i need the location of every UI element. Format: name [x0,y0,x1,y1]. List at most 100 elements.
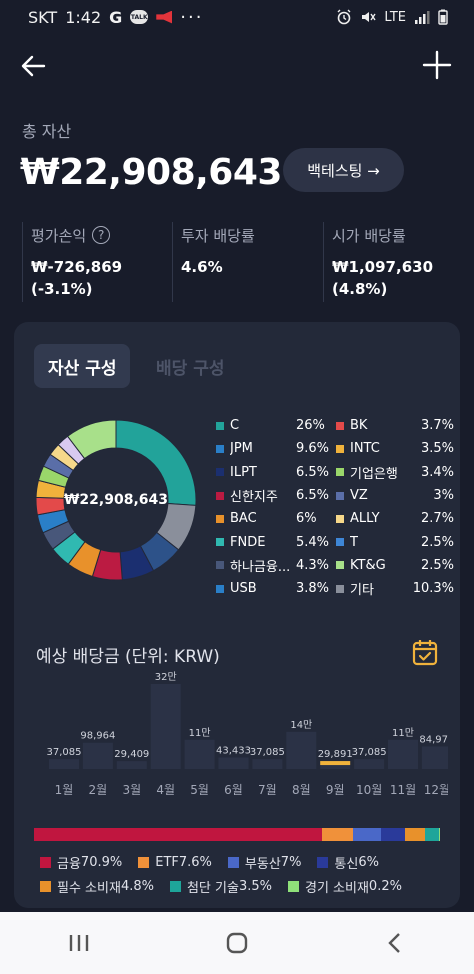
legend-pct: 2.5% [420,557,454,573]
bar-4[interactable] [184,739,215,769]
mix-name: 첨단 기술 [186,880,239,896]
add-icon[interactable] [420,48,454,82]
legend-swatch [216,538,224,547]
bar-0[interactable] [49,759,79,769]
mix-pct: 7% [280,854,302,870]
legend-pct: 3% [433,488,454,504]
mix-pct: 7.6% [178,854,212,870]
bar-category-label: 12월 [424,783,448,797]
mix-swatch [317,856,329,868]
mix-segment-6 [439,828,440,841]
legend-pct: 6.5% [296,464,330,480]
stat-value: ₩-726,869 (-3.1%) [31,256,172,300]
legend-name: INTC [350,441,380,457]
bar-data-label: 37,085 [47,747,82,758]
bar-data-label: 29,891 [318,749,353,760]
google-icon: G [109,7,123,27]
mute-icon [362,12,376,22]
tab-asset-composition[interactable]: 자산 구성 [34,344,131,388]
stat-label-wrap: 투자 배당률 [181,222,322,248]
bar-7[interactable] [286,731,317,769]
stat-value: 4.6% [181,256,322,278]
legend-name: USB [230,581,257,597]
legend-name: T [350,534,358,550]
tab-dividend-composition[interactable]: 배당 구성 [156,358,225,379]
legend-item: BAC 6% [216,507,334,530]
legend-pct: 6% [296,511,317,527]
legend-swatch [216,421,224,430]
legend-pct: 10.3% [412,581,454,597]
bar-6[interactable] [252,759,283,769]
legend-pct: 2.7% [420,511,454,527]
legend-pct: 3.5% [420,441,454,457]
megaphone-icon [156,10,173,24]
mix-swatch [40,880,51,892]
legend-name: 기타 [350,583,374,599]
legend-item: BK 3.7% [336,414,454,437]
bar-category-label: 6월 [224,783,243,797]
legend-item: 기타 10.3% [336,577,454,600]
bar-1[interactable] [82,742,113,769]
donut-slice-0 [115,419,197,506]
legend-swatch [336,584,344,593]
legend-pct: 2.5% [420,534,454,550]
legend-pct: 3.7% [420,418,454,434]
legend-column-2: BK 3.7% INTC 3.5% 기업은행 3.4% VZ 3% ALLY 2.7% T 2.5% K… [336,414,454,600]
legend-pct: 3.8% [296,581,330,597]
back-arrow-icon[interactable] [18,50,50,82]
help-icon[interactable]: ? [92,226,111,244]
bar-category-label: 11월 [390,783,416,797]
legend-item: 기업은행 3.4% [336,461,454,484]
mix-swatch [138,856,150,868]
total-assets-label: 총 자산 [22,122,72,141]
bar-data-label: 98,964 [80,731,115,742]
legend-item: ILPT 6.5% [216,461,334,484]
legend-column-1: C 26% JPM 9.6% ILPT 6.5% 신한지주 6.5% BAC 6% FNDE 5.4%… [216,414,334,600]
recent-apps-button[interactable] [49,923,109,963]
legend-name: ILPT [230,464,257,480]
legend-swatch [216,444,224,453]
backtest-button[interactable]: 백테스팅 → [283,148,404,192]
bar-5[interactable] [218,757,249,769]
legend-item: INTC 3.5% [336,437,454,460]
home-icon [226,932,248,954]
legend-swatch [336,538,344,547]
bar-category-label: 2월 [89,783,108,797]
bar-10[interactable] [388,739,418,769]
mix-pct: 0.2% [368,878,402,894]
bar-data-label: 11만 [392,727,414,739]
stat-value: ₩1,097,630 (4.8%) [332,256,473,300]
bar-data-label: 32만 [155,671,177,683]
stat-label-wrap: 평가손익 ? [31,222,172,248]
mix-name: 통신 [334,856,359,872]
stat-label-wrap: 시가 배당률 [332,222,473,248]
bar-11[interactable] [421,746,448,769]
mix-segment-0 [34,828,322,841]
sector-mix-bar [34,828,440,841]
bar-3[interactable] [150,684,181,769]
mix-swatch [169,880,181,892]
bar-2[interactable] [116,761,147,769]
bar-data-label: 29,409 [114,749,149,760]
legend-swatch [336,468,344,477]
legend-name: BK [350,418,368,434]
calendar-icon[interactable] [412,638,438,666]
home-button[interactable] [207,923,267,963]
nav-back-button[interactable] [365,923,425,963]
kakaotalk-icon: TALK [130,10,149,24]
bar-category-label: 10월 [356,783,382,797]
status-right: LTE [336,9,448,25]
legend-item: 하나금융... 4.3% [216,554,334,577]
bar-data-label: 43,433 [216,745,251,756]
legend-name: 하나금융... [230,559,291,575]
bar-9[interactable] [354,759,385,769]
legend-swatch [336,561,344,570]
stat-value-main: ₩1,097,630 [332,258,434,276]
mix-name: 경기 소비재 [304,880,369,896]
legend-item: 신한지주 6.5% [216,484,334,507]
bar-category-label: 7월 [258,783,277,797]
legend-swatch [216,584,224,593]
legend-pct: 3.4% [420,464,454,480]
stat-investment-yield: 투자 배당률 4.6% [172,222,322,302]
stat-label: 평가손익 [31,226,87,245]
